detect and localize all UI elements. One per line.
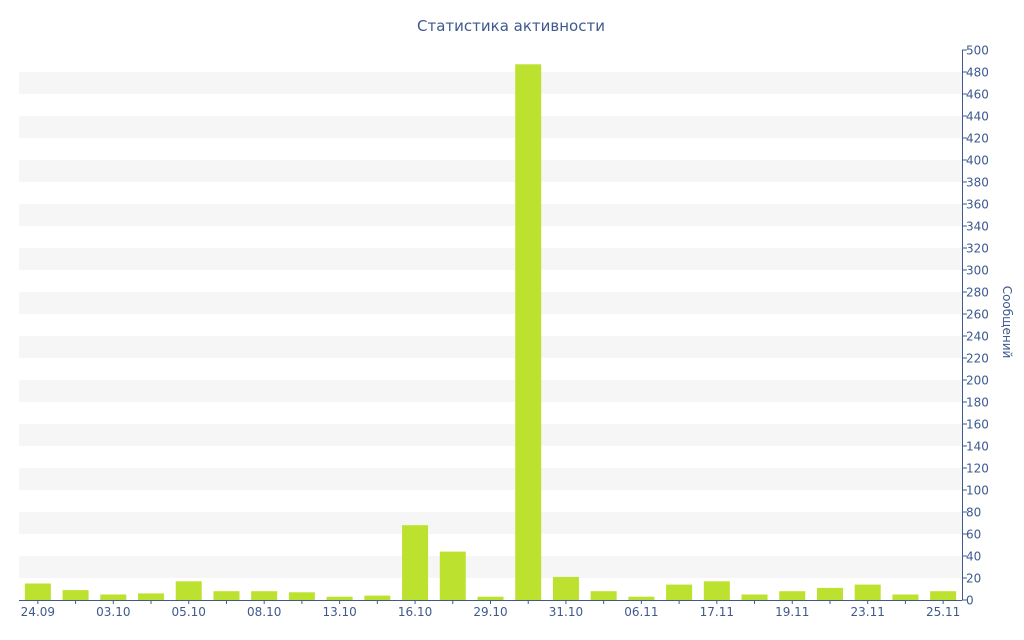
bar xyxy=(213,591,240,600)
bar xyxy=(515,64,542,601)
y-axis-label: Сообщений xyxy=(1000,286,1014,359)
bar xyxy=(62,590,89,600)
x-tick-label: 19.11 xyxy=(775,605,809,619)
grid-band xyxy=(19,72,962,94)
y-tick-label: 260 xyxy=(966,308,989,322)
bar xyxy=(100,594,127,600)
x-tick-label: 25.11 xyxy=(926,605,960,619)
bar xyxy=(364,595,391,600)
x-tick-label: 24.09 xyxy=(21,605,55,619)
grid-band xyxy=(19,204,962,226)
bar xyxy=(24,583,51,600)
y-tick-label: 20 xyxy=(966,572,981,586)
y-tick-label: 420 xyxy=(966,132,989,146)
bar xyxy=(402,525,429,600)
bar xyxy=(175,581,202,600)
y-tick-label: 300 xyxy=(966,264,989,278)
y-axis: 0 20 40 60 80 100 120 140 160 180 200 220 240 260 280 3… xyxy=(962,44,989,608)
bar xyxy=(552,576,579,600)
x-tick-label: 16.10 xyxy=(398,605,432,619)
x-tick-label: 13.10 xyxy=(322,605,356,619)
x-axis: 24.09 03.10 05.10 08.10 13.10 16.10 29.10 31.10… xyxy=(19,600,962,619)
grid-band xyxy=(19,424,962,446)
x-tick-label: 05.10 xyxy=(172,605,206,619)
x-tick-label: 03.10 xyxy=(96,605,130,619)
y-tick-label: 440 xyxy=(966,110,989,124)
x-tick-label: 31.10 xyxy=(549,605,583,619)
grid-band xyxy=(19,116,962,138)
chart-title: Статистика активности xyxy=(417,17,605,35)
bar xyxy=(288,592,315,600)
bar xyxy=(477,596,504,600)
grid-band xyxy=(19,160,962,182)
bar xyxy=(439,551,466,600)
bar xyxy=(628,596,655,600)
y-tick-label: 80 xyxy=(966,506,981,520)
bar xyxy=(326,596,353,600)
y-tick-label: 380 xyxy=(966,176,989,190)
y-tick-label: 0 xyxy=(966,594,974,608)
bars xyxy=(24,64,957,601)
grid-bands xyxy=(19,72,962,578)
bar xyxy=(779,591,806,600)
y-tick-label: 360 xyxy=(966,198,989,212)
grid-band xyxy=(19,380,962,402)
x-tick-label: 08.10 xyxy=(247,605,281,619)
y-tick-label: 240 xyxy=(966,330,989,344)
bar xyxy=(816,587,843,600)
y-tick-label: 40 xyxy=(966,550,981,564)
y-tick-label: 320 xyxy=(966,242,989,256)
y-tick-label: 220 xyxy=(966,352,989,366)
y-tick-label: 500 xyxy=(966,44,989,58)
grid-band xyxy=(19,556,962,578)
bar xyxy=(138,593,165,600)
bar xyxy=(741,594,768,600)
grid-band xyxy=(19,248,962,270)
bar xyxy=(251,591,278,600)
bar xyxy=(854,584,881,600)
x-tick-label: 17.11 xyxy=(700,605,734,619)
bar xyxy=(590,591,617,600)
bar xyxy=(930,591,957,600)
grid-band xyxy=(19,512,962,534)
y-tick-label: 280 xyxy=(966,286,989,300)
x-tick-label: 06.11 xyxy=(624,605,658,619)
y-tick-label: 200 xyxy=(966,374,989,388)
y-tick-label: 340 xyxy=(966,220,989,234)
bar xyxy=(703,581,730,600)
y-tick-label: 160 xyxy=(966,418,989,432)
y-tick-label: 140 xyxy=(966,440,989,454)
y-tick-label: 480 xyxy=(966,66,989,80)
y-tick-label: 60 xyxy=(966,528,981,542)
y-tick-label: 180 xyxy=(966,396,989,410)
y-tick-label: 400 xyxy=(966,154,989,168)
grid-band xyxy=(19,336,962,358)
grid-band xyxy=(19,292,962,314)
bar xyxy=(892,594,919,600)
bar xyxy=(666,584,693,600)
y-tick-label: 120 xyxy=(966,462,989,476)
x-tick-label: 23.11 xyxy=(851,605,885,619)
grid-band xyxy=(19,468,962,490)
y-tick-label: 100 xyxy=(966,484,989,498)
y-tick-label: 460 xyxy=(966,88,989,102)
x-tick-label: 29.10 xyxy=(473,605,507,619)
